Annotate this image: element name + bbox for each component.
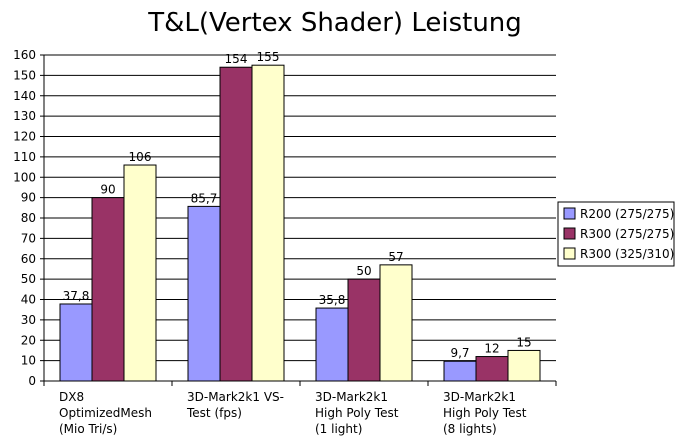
category-label: High Poly Test xyxy=(443,406,527,420)
legend-label: R300 (325/310) xyxy=(580,247,674,261)
bar xyxy=(187,205,221,382)
y-tick-label: 90 xyxy=(21,191,36,205)
y-axis-tick-labels: 0 10 20 30 40 50 60 70 80 90 100 110 120 130 140 150 160 xyxy=(13,48,36,388)
y-tick-label: 150 xyxy=(13,68,36,82)
legend: R200 (275/275) R300 (275/275) R300 (325/31… xyxy=(557,201,675,267)
data-label: 50 xyxy=(356,264,371,278)
category-label: 3D-Mark2k1 VS- xyxy=(187,390,284,404)
data-label: 15 xyxy=(516,335,531,349)
bar xyxy=(251,64,285,382)
y-tick-label: 120 xyxy=(13,130,36,144)
axes xyxy=(43,55,557,386)
category-label: (1 light) xyxy=(315,422,362,436)
category-label: DX8 xyxy=(59,390,84,404)
bar xyxy=(347,278,381,382)
data-label: 154 xyxy=(225,52,248,66)
y-tick-label: 20 xyxy=(21,333,36,347)
category-label: 3D-Mark2k1 xyxy=(315,390,388,404)
y-tick-label: 0 xyxy=(28,374,36,388)
bar xyxy=(315,307,349,382)
y-tick-label: 80 xyxy=(21,211,36,225)
category-label: (8 lights) xyxy=(443,422,497,436)
chart-title: T&L(Vertex Shader) Leistung xyxy=(147,8,522,38)
legend-label: R200 (275/275) xyxy=(580,207,674,221)
legend-swatch xyxy=(563,227,576,240)
category-label: Test (fps) xyxy=(186,406,242,420)
category-label: (Mio Tri/s) xyxy=(59,422,117,436)
data-label: 155 xyxy=(257,50,280,64)
data-label: 106 xyxy=(129,150,152,164)
data-label: 12 xyxy=(484,342,499,356)
data-labels: 37,8 90 106 85,7 154 155 35,8 50 57 9,7 12 15 xyxy=(63,50,532,360)
y-tick-label: 110 xyxy=(13,150,36,164)
data-label: 90 xyxy=(100,183,115,197)
y-tick-label: 160 xyxy=(13,48,36,62)
data-label: 9,7 xyxy=(450,346,469,360)
bar xyxy=(91,197,125,382)
y-tick-label: 100 xyxy=(13,170,36,184)
y-tick-label: 30 xyxy=(21,313,36,327)
y-tick-label: 140 xyxy=(13,89,36,103)
data-label: 37,8 xyxy=(63,289,90,303)
bar xyxy=(475,356,509,382)
legend-label: R300 (275/275) xyxy=(580,227,674,241)
category-label: 3D-Mark2k1 xyxy=(443,390,516,404)
category-label: High Poly Test xyxy=(315,406,399,420)
legend-swatch xyxy=(563,247,576,260)
legend-box xyxy=(557,201,675,267)
data-label: 57 xyxy=(388,250,403,264)
y-tick-label: 130 xyxy=(13,109,36,123)
data-label: 85,7 xyxy=(191,191,218,205)
bar xyxy=(59,303,93,382)
x-axis-category-labels: DX8 OptimizedMesh (Mio Tri/s) 3D-Mark2k1 VS… xyxy=(59,390,527,436)
y-tick-label: 40 xyxy=(21,293,36,307)
y-tick-label: 70 xyxy=(21,231,36,245)
bar xyxy=(507,349,541,382)
bars xyxy=(59,64,541,382)
y-tick-label: 50 xyxy=(21,272,36,286)
y-tick-label: 10 xyxy=(21,354,36,368)
y-tick-label: 60 xyxy=(21,252,36,266)
bar xyxy=(443,360,477,382)
bar xyxy=(219,66,253,382)
category-label: OptimizedMesh xyxy=(59,406,152,420)
data-label: 35,8 xyxy=(319,293,346,307)
bar xyxy=(123,164,157,382)
bar xyxy=(379,264,413,382)
legend-swatch xyxy=(563,207,576,220)
